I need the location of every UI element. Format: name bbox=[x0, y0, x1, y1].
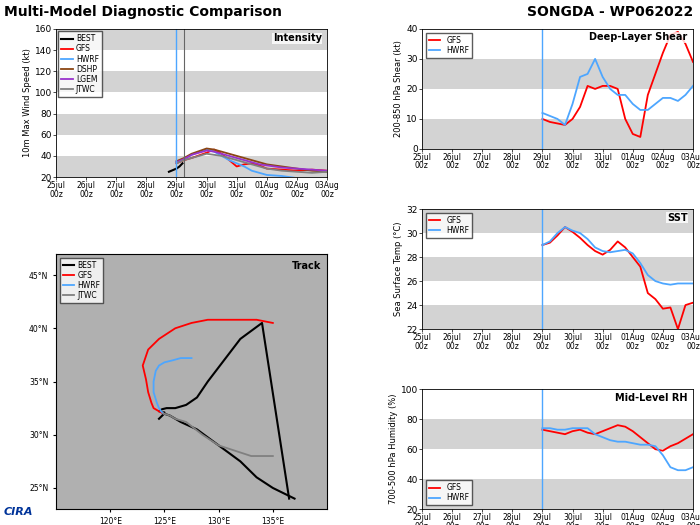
Y-axis label: 10m Max Wind Speed (kt): 10m Max Wind Speed (kt) bbox=[23, 48, 32, 158]
Legend: GFS, HWRF: GFS, HWRF bbox=[426, 480, 472, 506]
Y-axis label: 200-850 hPa Shear (kt): 200-850 hPa Shear (kt) bbox=[395, 40, 403, 138]
Text: CIRA: CIRA bbox=[4, 507, 33, 517]
Bar bbox=[422, 119, 693, 149]
Bar bbox=[422, 479, 693, 509]
Bar bbox=[422, 29, 693, 59]
Text: Mid-Level RH: Mid-Level RH bbox=[615, 393, 687, 403]
Bar bbox=[422, 281, 693, 305]
Bar bbox=[422, 419, 693, 449]
Bar bbox=[422, 449, 693, 479]
Bar bbox=[422, 209, 693, 233]
Bar bbox=[56, 135, 327, 156]
Text: SONGDA - WP062022: SONGDA - WP062022 bbox=[526, 5, 693, 19]
Bar bbox=[56, 71, 327, 92]
Bar bbox=[422, 89, 693, 119]
Text: Intensity: Intensity bbox=[272, 33, 321, 44]
Bar bbox=[422, 257, 693, 281]
Text: Deep-Layer Shear: Deep-Layer Shear bbox=[589, 33, 687, 43]
Bar bbox=[56, 29, 327, 50]
Legend: BEST, GFS, HWRF, JTWC: BEST, GFS, HWRF, JTWC bbox=[60, 258, 104, 303]
Text: SST: SST bbox=[667, 213, 687, 223]
Legend: GFS, HWRF: GFS, HWRF bbox=[426, 33, 472, 58]
Bar bbox=[422, 305, 693, 329]
Bar bbox=[422, 389, 693, 419]
Bar bbox=[56, 113, 327, 135]
Bar bbox=[56, 92, 327, 113]
Legend: BEST, GFS, HWRF, DSHP, LGEM, JTWC: BEST, GFS, HWRF, DSHP, LGEM, JTWC bbox=[58, 31, 102, 97]
Legend: GFS, HWRF: GFS, HWRF bbox=[426, 213, 472, 238]
Y-axis label: 700-500 hPa Humidity (%): 700-500 hPa Humidity (%) bbox=[389, 394, 398, 505]
Bar bbox=[422, 233, 693, 257]
Text: Multi-Model Diagnostic Comparison: Multi-Model Diagnostic Comparison bbox=[4, 5, 281, 19]
Bar bbox=[56, 50, 327, 71]
Text: Track: Track bbox=[293, 261, 321, 271]
Bar bbox=[422, 59, 693, 89]
Y-axis label: Sea Surface Temp (°C): Sea Surface Temp (°C) bbox=[395, 222, 403, 316]
Bar bbox=[56, 156, 327, 177]
